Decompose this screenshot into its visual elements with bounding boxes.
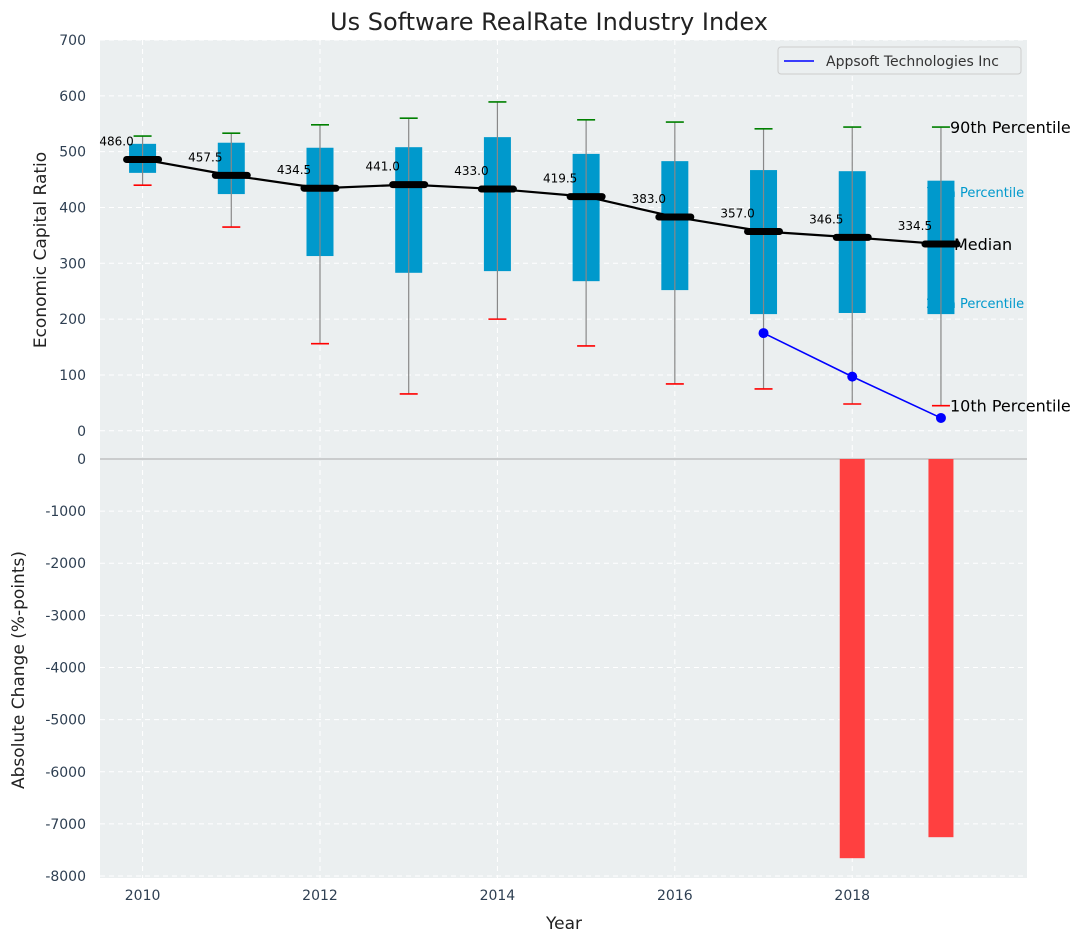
company-point — [847, 371, 858, 382]
legend-box — [777, 46, 1022, 75]
median-value-label: 441.0 — [366, 160, 400, 174]
x-axis-label: Year — [545, 914, 582, 934]
y-tick-label: -5000 — [45, 713, 86, 729]
annotation-median: Median — [954, 235, 1012, 254]
top-plot-area — [100, 40, 1027, 452]
annotation-p10: 10th Percentile — [950, 397, 1071, 416]
y-tick-label: -3000 — [45, 608, 86, 624]
y-tick-label: -4000 — [45, 661, 86, 677]
y-tick-label: -6000 — [45, 765, 86, 781]
legend: Appsoft Technologies Inc — [777, 46, 1022, 75]
change-bar — [839, 458, 865, 859]
y-axis-label-top: Economic Capital Ratio — [31, 152, 51, 348]
x-tick-label: 2016 — [657, 888, 693, 904]
chart-title: Us Software RealRate Industry Index — [330, 8, 768, 36]
legend-label: Appsoft Technologies Inc — [826, 54, 999, 70]
median-value-label: 457.5 — [188, 150, 222, 164]
bottom-plot-area — [100, 452, 1027, 878]
median-value-label: 486.0 — [99, 134, 133, 148]
y-tick-label: 400 — [59, 200, 86, 216]
y-axis-label-bottom: Absolute Change (%-points) — [9, 551, 29, 789]
y-tick-label: -2000 — [45, 556, 86, 572]
y-tick-label: 0 — [77, 424, 86, 440]
y-tick-label: -7000 — [45, 817, 86, 833]
median-value-label: 357.0 — [720, 206, 754, 220]
y-tick-label: 200 — [59, 312, 86, 328]
median-value-label: 334.5 — [898, 219, 932, 233]
y-tick-label: 100 — [59, 368, 86, 384]
annotation-p90: 90th Percentile — [950, 118, 1071, 137]
median-value-label: 419.5 — [543, 172, 577, 186]
median-value-label: 383.0 — [632, 192, 666, 206]
company-point — [758, 328, 769, 339]
x-tick-label: 2012 — [302, 888, 338, 904]
median-trend-line — [142, 158, 942, 246]
y-tick-label: 600 — [59, 89, 86, 105]
y-tick-label: 300 — [59, 256, 86, 272]
company-point — [935, 412, 946, 423]
x-tick-label: 2018 — [834, 888, 870, 904]
y-tick-label: 700 — [59, 33, 86, 49]
median-value-label: 346.5 — [809, 212, 843, 226]
y-tick-label: -8000 — [45, 869, 86, 885]
median-value-label: 434.5 — [277, 163, 311, 177]
y-tick-label: 500 — [59, 145, 86, 161]
x-tick-label: 2014 — [480, 888, 516, 904]
x-tick-label: 2010 — [125, 888, 161, 904]
y-tick-label: 0 — [77, 452, 86, 468]
y-tick-label: -1000 — [45, 504, 86, 520]
change-bar — [928, 458, 954, 838]
median-value-label: 433.0 — [454, 164, 488, 178]
